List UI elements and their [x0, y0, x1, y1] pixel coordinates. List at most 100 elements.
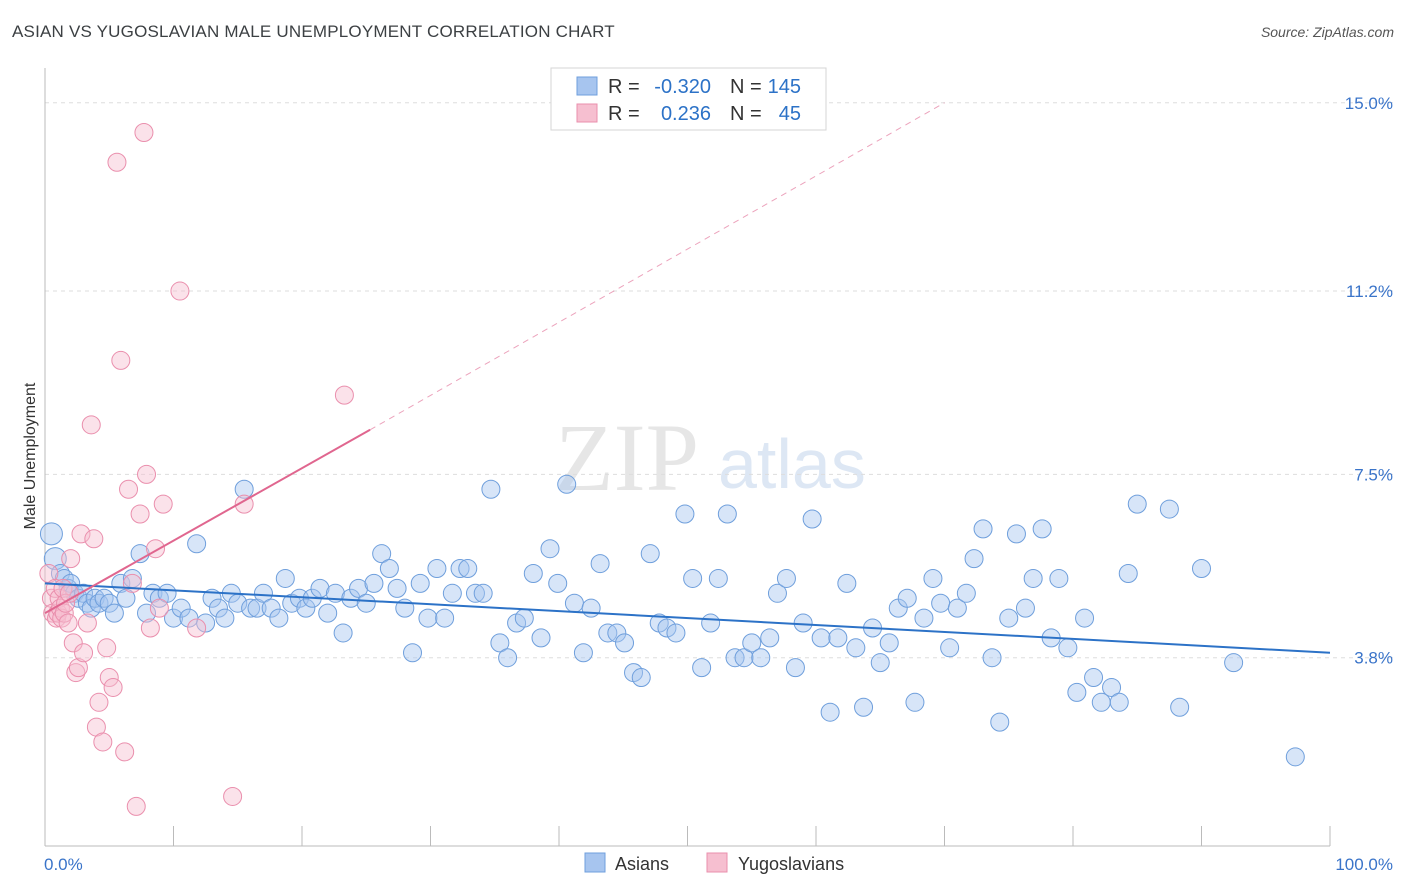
asian-point	[1159, 499, 1179, 519]
y-axis-label: Male Unemployment	[22, 382, 39, 529]
asian-point	[751, 648, 771, 668]
asian-point	[379, 559, 399, 579]
asian-point	[982, 648, 1002, 668]
asian-point	[666, 623, 686, 643]
asian-point	[973, 519, 993, 539]
asian-point	[403, 643, 423, 663]
stats-r-value-asians: -0.320	[654, 76, 711, 98]
yugoslavian-point	[61, 549, 81, 569]
asian-point	[372, 544, 392, 564]
x-tick-label-max: 100.0%	[1335, 855, 1393, 874]
asian-point	[947, 598, 967, 618]
yugoslavian-point	[170, 281, 190, 301]
asian-point	[564, 593, 584, 613]
asian-point	[767, 583, 787, 603]
yugoslavian-point	[71, 524, 91, 544]
asian-point	[854, 697, 874, 717]
asian-point	[1006, 524, 1026, 544]
asian-point	[427, 559, 447, 579]
asian-point	[956, 583, 976, 603]
yugoslavian-point	[52, 608, 72, 628]
asian-point	[1058, 638, 1078, 658]
asian-point	[523, 563, 543, 583]
asian-point	[573, 643, 593, 663]
yugoslavian-point	[97, 638, 117, 658]
bottom-legend-swatch-asians	[584, 852, 606, 873]
y-tick-label: 7.5%	[1354, 465, 1393, 484]
asian-point	[548, 573, 568, 593]
asian-point	[137, 603, 157, 623]
stats-r-value-yugoslavians: 0.236	[661, 103, 711, 125]
asian-point	[164, 608, 183, 628]
yugoslavian-point	[77, 613, 97, 633]
asian-point	[1127, 494, 1147, 514]
asian-point	[990, 712, 1010, 732]
asian-point	[514, 608, 534, 628]
yugoslavian-point	[153, 494, 173, 514]
asian-point	[442, 583, 462, 603]
asian-point	[1023, 568, 1043, 588]
asian-point	[473, 583, 493, 603]
asian-point	[435, 608, 455, 628]
y-tick-label: 11.2%	[1346, 282, 1393, 301]
yugoslavian-trend-extension	[369, 102, 945, 431]
asian-point	[450, 559, 470, 579]
asian-point	[931, 593, 951, 613]
asian-point	[802, 509, 822, 529]
asian-point	[540, 539, 560, 559]
asian-point	[356, 593, 376, 613]
asian-point	[387, 578, 407, 598]
asian-point	[1192, 559, 1211, 579]
legend-swatch-asians	[576, 76, 598, 96]
asian-point	[717, 504, 737, 524]
asian-point	[481, 479, 501, 499]
asian-point	[1032, 519, 1052, 539]
asian-point	[39, 522, 63, 546]
asian-point	[708, 568, 728, 588]
stats-n-value-asians: 145	[768, 76, 801, 98]
asian-point	[590, 554, 610, 574]
yugoslavian-point	[134, 123, 154, 143]
yugoslavian-point	[93, 732, 113, 752]
stats-r-label-yugoslavians: R =	[608, 103, 640, 125]
bottom-legend-swatch-yugoslavians	[706, 852, 728, 873]
bottom-legend-label-asians: Asians	[615, 854, 669, 874]
yugoslavian-trend-line	[44, 428, 371, 614]
asian-point	[657, 618, 677, 638]
yugoslavian-point	[54, 603, 74, 623]
asian-point	[341, 588, 361, 608]
asian-point	[1102, 677, 1122, 697]
yugoslavian-point	[122, 573, 142, 593]
asian-point	[418, 608, 438, 628]
yugoslavian-point	[334, 385, 354, 405]
asian-point	[999, 608, 1019, 628]
yugoslavian-point	[103, 677, 123, 697]
yugoslavian-point	[234, 494, 254, 514]
grid-layer	[45, 102, 1393, 659]
asian-point	[837, 573, 857, 593]
asian-point	[964, 549, 984, 569]
asian-point	[734, 648, 754, 668]
asian-point	[870, 653, 890, 673]
asian-point	[196, 613, 216, 633]
yugoslavian-point	[115, 742, 135, 762]
asian-point	[215, 608, 235, 628]
asian-point	[410, 573, 430, 593]
y-tick-labels: 3.8% 7.5% 11.2% 15.0%	[1345, 94, 1393, 668]
asian-point	[296, 598, 316, 618]
asian-point	[208, 598, 228, 618]
asian-point	[1015, 598, 1035, 618]
asian-point	[241, 598, 261, 618]
asian-point	[187, 534, 207, 554]
yugoslavian-point	[84, 529, 104, 549]
bottom-legend: Asians Yugoslavians	[584, 852, 844, 874]
yugoslavian-point	[66, 663, 86, 683]
stats-n-value-yugoslavians: 45	[779, 103, 801, 125]
asian-point	[557, 474, 577, 494]
asian-point	[631, 668, 651, 688]
asian-point	[490, 633, 510, 653]
asian-point	[897, 588, 917, 608]
asian-point	[811, 628, 831, 648]
asian-point	[253, 583, 273, 603]
